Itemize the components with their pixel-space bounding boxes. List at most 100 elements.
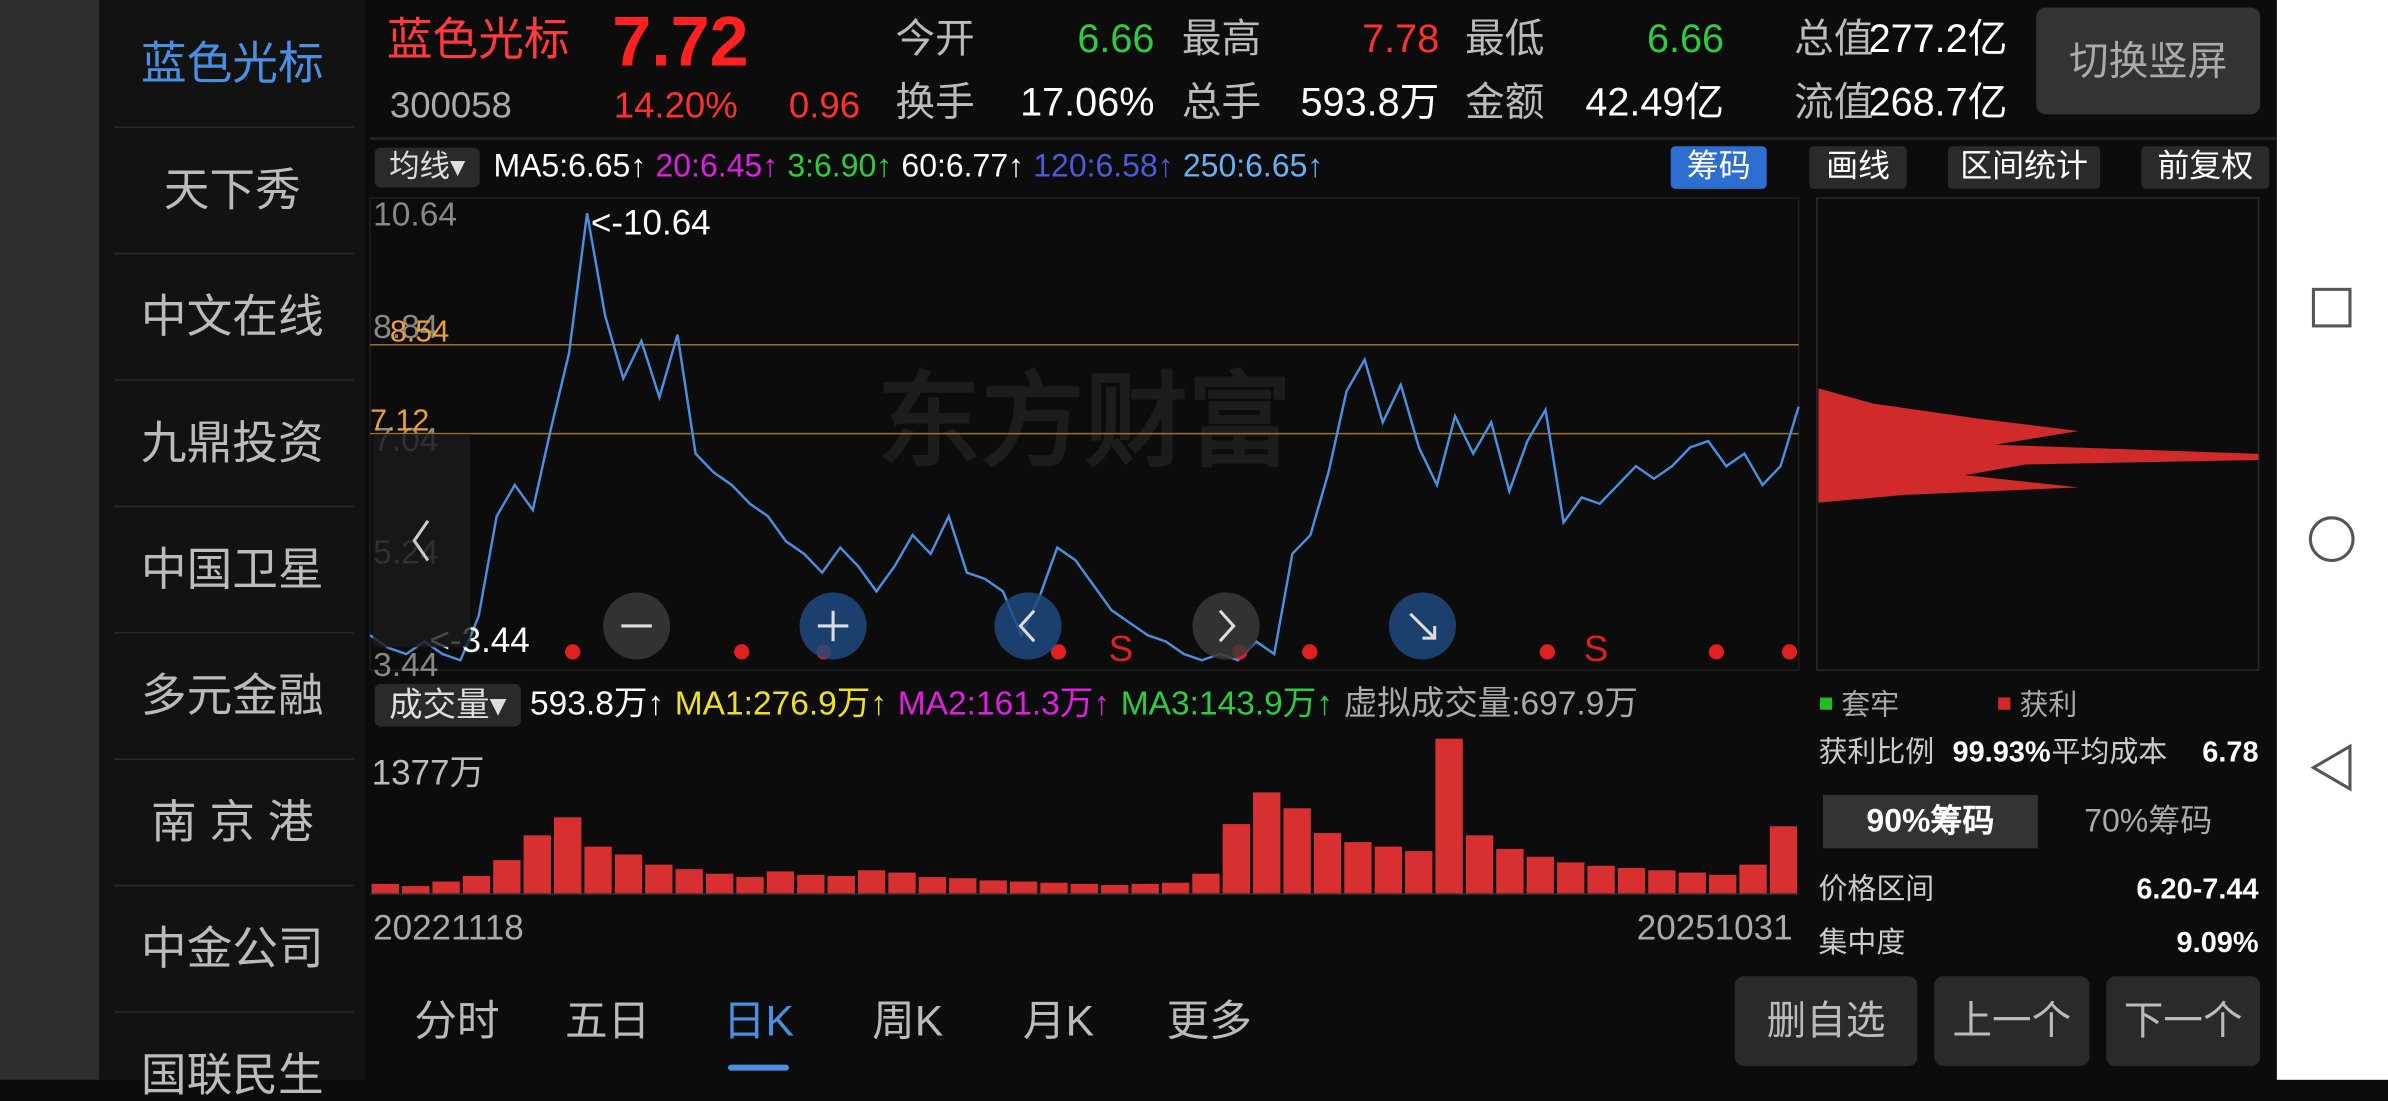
- annotation: <-10.64: [591, 204, 711, 243]
- volume-bar: [1253, 792, 1281, 895]
- sidebar-item[interactable]: 中金公司: [140, 924, 324, 975]
- volume-bar: [797, 874, 825, 895]
- divider: [114, 252, 354, 255]
- volume-bar: [1405, 851, 1433, 895]
- action-button[interactable]: 上一个: [1934, 976, 2090, 1067]
- tool-button[interactable]: 筹码: [1670, 146, 1767, 189]
- change: 0.96: [788, 85, 861, 127]
- divider: [114, 632, 354, 634]
- zoom-control: [1192, 592, 1260, 660]
- volume-max: 1377万: [372, 753, 485, 792]
- chip-value: 99.93%: [1952, 737, 2051, 770]
- volume-bar: [1040, 882, 1068, 895]
- level-label: 8.54: [390, 315, 449, 349]
- chip-value: 6.78: [2202, 737, 2259, 770]
- sidebar-item[interactable]: 中文在线: [140, 292, 324, 343]
- stock-name: 蓝色光标: [386, 15, 570, 66]
- level-label: 7.12: [370, 404, 429, 438]
- volume-bar: [675, 869, 703, 895]
- tool-button[interactable]: 前复权: [2141, 146, 2270, 189]
- tab[interactable]: 分时: [414, 997, 500, 1045]
- chip-tab[interactable]: 70%筹码: [2084, 804, 2213, 840]
- divider: [114, 1011, 354, 1013]
- volume-value: MA3:143.9万↑: [1120, 683, 1334, 722]
- volume-bar: [888, 872, 916, 895]
- charts: 东方财富10.648.847.045.243.448.547.12<-10.64…: [369, 196, 2260, 948]
- volume-bar: [736, 877, 764, 895]
- tab[interactable]: 月K: [1022, 997, 1095, 1045]
- y-tick-label: 10.64: [373, 196, 457, 233]
- divider: [114, 884, 354, 887]
- volume-bar: [979, 880, 1007, 895]
- tool-button[interactable]: 区间统计: [1947, 146, 2101, 189]
- chip-label: 获利比例: [1818, 737, 1935, 770]
- volume-bar: [462, 875, 491, 895]
- volume-bar: [1557, 862, 1585, 895]
- tab[interactable]: 更多: [1166, 997, 1252, 1045]
- volume-bar: [1192, 873, 1220, 895]
- tab[interactable]: 周K: [872, 997, 944, 1045]
- action-button[interactable]: 删自选: [1734, 976, 1918, 1067]
- stat-value: 42.49亿: [1585, 79, 1725, 125]
- chip-histogram: [1818, 388, 2259, 503]
- watermark: 东方财富: [877, 363, 1291, 479]
- volume-bar: [949, 878, 977, 895]
- sidebar-item[interactable]: 九鼎投资: [140, 418, 324, 470]
- signal-dot: [1781, 644, 1798, 660]
- volume-value: 593.8万↑: [530, 683, 665, 722]
- change-pct: 14.20%: [613, 85, 738, 127]
- volume-selector[interactable]: 成交量▾: [374, 683, 521, 727]
- tab[interactable]: 日K: [722, 997, 795, 1045]
- volume-bar: [1435, 738, 1463, 895]
- signal-dot: [734, 644, 750, 660]
- volume-bar: [1587, 865, 1615, 895]
- ma-selector[interactable]: 均线▾: [374, 147, 480, 188]
- divider: [114, 379, 354, 381]
- chip-frame: [1816, 197, 2260, 671]
- ma-value: MA5:6.65↑: [493, 149, 647, 185]
- signal: S: [1584, 628, 1608, 669]
- volume-bar: [1222, 824, 1251, 895]
- volume-bar: [705, 873, 734, 895]
- sidebar-item[interactable]: 南 京 港: [151, 798, 314, 849]
- signal-dot: [565, 644, 581, 660]
- sidebar-item[interactable]: 天下秀: [163, 166, 301, 217]
- volume-value: MA2:161.3万↑: [897, 683, 1111, 722]
- stat-label: 换手: [895, 79, 975, 125]
- stat-label: 流值: [1794, 79, 1874, 125]
- nav-bar: [2276, 0, 2388, 1080]
- volume-value: 虚拟成交量:697.9万: [1343, 683, 1638, 722]
- volume-bar: [493, 860, 521, 895]
- sidebar-item[interactable]: 中国卫星: [140, 545, 324, 596]
- toggle-button[interactable]: 切换竖屏: [2036, 7, 2261, 115]
- stat-label: 最低: [1465, 15, 1545, 61]
- volume-bar: [918, 877, 947, 895]
- tool-button[interactable]: 画线: [1809, 146, 1907, 189]
- volume-bar: [1769, 826, 1798, 895]
- volume-bar: [1009, 881, 1038, 895]
- volume-bar: [1496, 848, 1524, 895]
- ma-value: 60:6.77↑: [901, 149, 1025, 185]
- zoom-control: [994, 592, 1062, 660]
- stat-value: 6.66: [1077, 15, 1155, 61]
- sidebar-item[interactable]: 蓝色光标: [140, 39, 324, 90]
- stat-label: 最高: [1181, 15, 1262, 61]
- chip-label: 集中度: [1818, 927, 1906, 960]
- ma-value: 20:6.45↑: [655, 149, 779, 185]
- sidebar: [98, 0, 366, 1080]
- end-date: 20251031: [1637, 909, 1793, 948]
- chip-tab[interactable]: 90%筹码: [1823, 795, 2038, 849]
- action-button[interactable]: 下一个: [2106, 976, 2261, 1067]
- stat-label: 总值: [1794, 15, 1874, 61]
- signal-dot: [1302, 644, 1318, 660]
- sidebar-item[interactable]: 国联民生: [140, 1050, 324, 1101]
- code: 300058: [389, 85, 512, 127]
- nav-icons: [2308, 287, 2355, 792]
- edge: [0, 0, 99, 1080]
- tab[interactable]: 五日: [565, 997, 651, 1045]
- ma-value: 250:6.65↑: [1182, 149, 1324, 185]
- volume-bar: [1648, 870, 1676, 895]
- sidebar-item[interactable]: 多元金融: [140, 671, 324, 722]
- volume-bar: [432, 881, 460, 895]
- volume-bar: [645, 864, 673, 895]
